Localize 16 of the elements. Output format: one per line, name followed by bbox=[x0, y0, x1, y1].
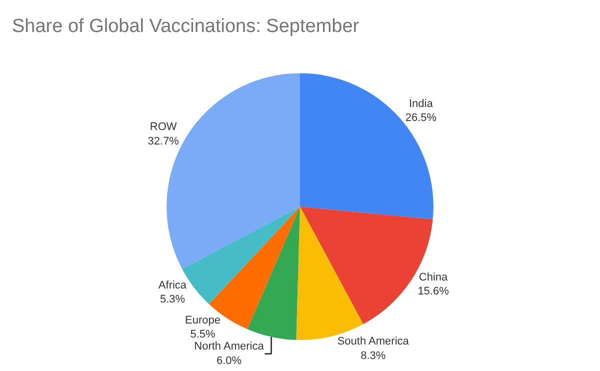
slice-label: ROW bbox=[150, 121, 178, 134]
data-label: 26.5% bbox=[405, 112, 437, 124]
slice-label: Africa bbox=[158, 279, 188, 292]
data-label: 5.5% bbox=[190, 328, 216, 341]
slice-label: India bbox=[408, 98, 434, 110]
data-label: 32.7% bbox=[148, 135, 180, 148]
slice-label: Europe bbox=[184, 314, 220, 326]
slice-label: North America bbox=[194, 340, 265, 353]
data-label: 6.0% bbox=[216, 354, 242, 367]
slice-label: South America bbox=[337, 336, 410, 348]
pie-slice bbox=[247, 206, 300, 340]
data-label: 8.3% bbox=[360, 350, 386, 362]
data-label: 15.6% bbox=[418, 286, 450, 298]
data-label: 5.3% bbox=[160, 294, 186, 306]
chart-title: Share of Global Vaccinations: September bbox=[12, 16, 360, 37]
slice-label: China bbox=[418, 271, 449, 284]
